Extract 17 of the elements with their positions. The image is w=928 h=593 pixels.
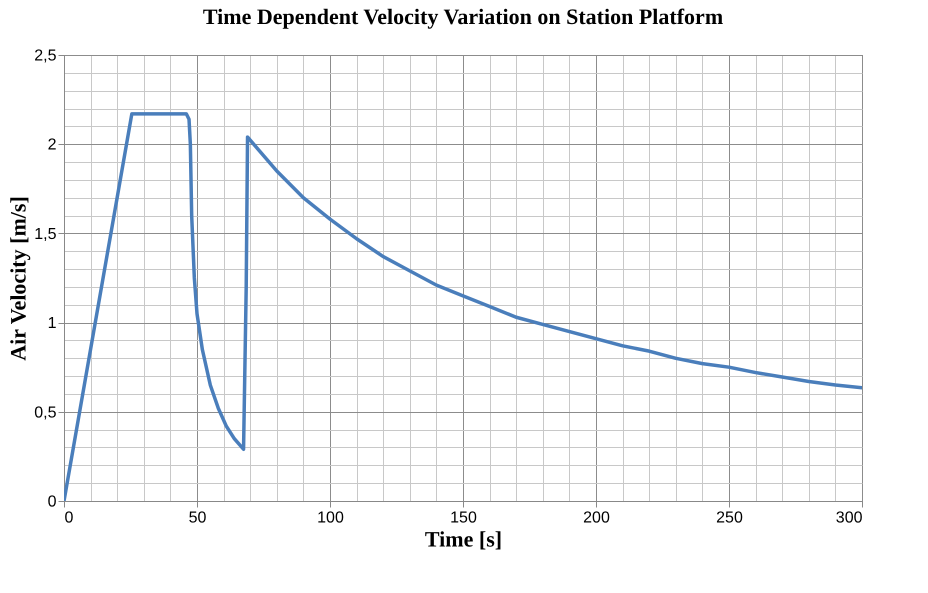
y-axis-title: Air Velocity [m/s] — [5, 196, 30, 361]
y-tick-label: 2,5 — [34, 48, 57, 64]
x-tick-label: 0 — [64, 510, 74, 526]
x-tick-label: 250 — [716, 510, 743, 526]
x-tick-label: 300 — [836, 510, 863, 526]
x-tick-label: 100 — [317, 510, 344, 526]
x-tick-label: 50 — [188, 510, 206, 526]
chart-title: Time Dependent Velocity Variation on Station Platform — [202, 4, 724, 29]
y-tick-label: 0,5 — [34, 404, 57, 422]
x-tick-label: 200 — [583, 510, 610, 526]
y-tick-label: 1,5 — [34, 226, 57, 243]
line-series — [64, 112, 862, 501]
y-tick-label: 2 — [48, 136, 57, 154]
y-tick-label: 1 — [48, 315, 57, 332]
y-tick-label: 0 — [48, 494, 57, 510]
x-axis-title: Time [s] — [424, 526, 502, 552]
x-tick-label: 150 — [450, 510, 477, 526]
